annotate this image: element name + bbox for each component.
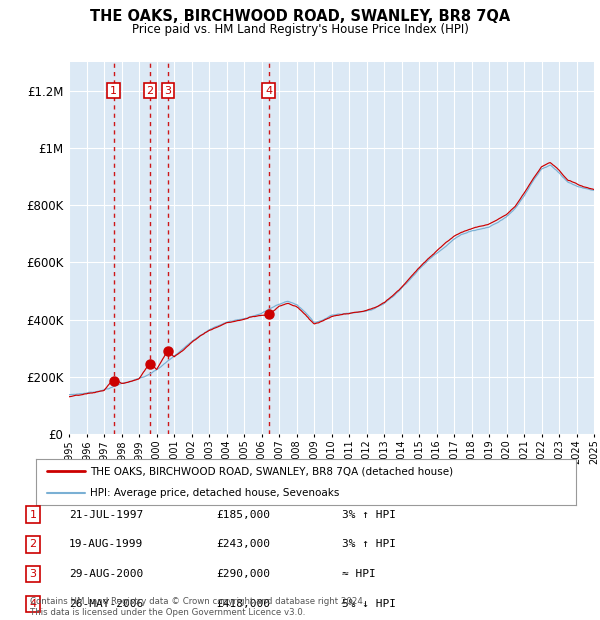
- Text: 4: 4: [29, 599, 37, 609]
- Text: ≈ HPI: ≈ HPI: [342, 569, 376, 579]
- Text: THE OAKS, BIRCHWOOD ROAD, SWANLEY, BR8 7QA: THE OAKS, BIRCHWOOD ROAD, SWANLEY, BR8 7…: [90, 9, 510, 24]
- Text: 3% ↑ HPI: 3% ↑ HPI: [342, 539, 396, 549]
- Text: 21-JUL-1997: 21-JUL-1997: [69, 510, 143, 520]
- Text: 1: 1: [29, 510, 37, 520]
- Text: 1: 1: [110, 86, 117, 95]
- Text: THE OAKS, BIRCHWOOD ROAD, SWANLEY, BR8 7QA (detached house): THE OAKS, BIRCHWOOD ROAD, SWANLEY, BR8 7…: [90, 466, 453, 476]
- Text: £290,000: £290,000: [216, 569, 270, 579]
- Text: 3% ↑ HPI: 3% ↑ HPI: [342, 510, 396, 520]
- Text: Contains HM Land Registry data © Crown copyright and database right 2024.
This d: Contains HM Land Registry data © Crown c…: [30, 598, 365, 617]
- Text: £418,000: £418,000: [216, 599, 270, 609]
- Text: 2: 2: [29, 539, 37, 549]
- Text: 29-AUG-2000: 29-AUG-2000: [69, 569, 143, 579]
- Text: 3: 3: [29, 569, 37, 579]
- Text: 26-MAY-2006: 26-MAY-2006: [69, 599, 143, 609]
- Text: 5% ↓ HPI: 5% ↓ HPI: [342, 599, 396, 609]
- Text: 2: 2: [146, 86, 154, 95]
- Text: HPI: Average price, detached house, Sevenoaks: HPI: Average price, detached house, Seve…: [90, 488, 340, 498]
- Text: £243,000: £243,000: [216, 539, 270, 549]
- Text: 3: 3: [164, 86, 172, 95]
- Text: 4: 4: [265, 86, 272, 95]
- Text: 19-AUG-1999: 19-AUG-1999: [69, 539, 143, 549]
- Text: Price paid vs. HM Land Registry's House Price Index (HPI): Price paid vs. HM Land Registry's House …: [131, 23, 469, 36]
- Text: £185,000: £185,000: [216, 510, 270, 520]
